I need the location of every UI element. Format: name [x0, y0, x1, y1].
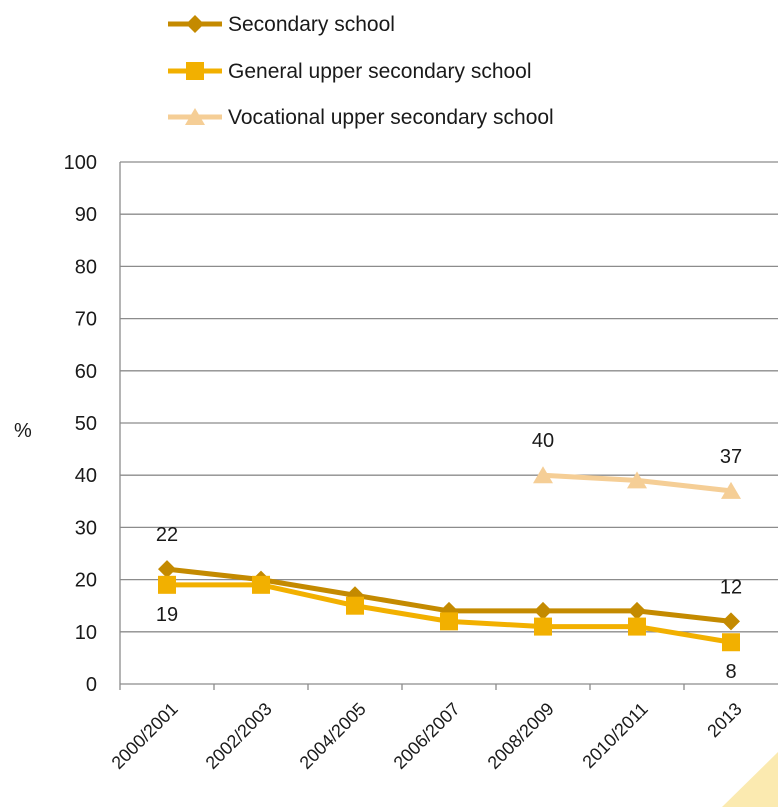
data-point-s0-0 [158, 560, 176, 579]
data-label-4: 40 [532, 430, 554, 452]
data-label-3: 8 [725, 661, 736, 683]
y-tick-label-10: 10 [75, 622, 97, 644]
data-point-s1-0 [158, 575, 176, 594]
legend-label-1: General upper secondary school [228, 60, 532, 83]
x-tick-label-4: 2008/2009 [484, 699, 558, 773]
y-tick-label-20: 20 [75, 570, 97, 592]
data-label-0: 22 [156, 524, 178, 546]
data-point-s0-5 [628, 601, 646, 620]
legend-label-2: Vocational upper secondary school [228, 106, 554, 129]
y-tick-label-100: 100 [64, 152, 97, 174]
data-point-s2-4 [533, 466, 553, 484]
y-tick-label-90: 90 [75, 204, 97, 226]
x-tick-label-0: 2000/2001 [108, 699, 182, 773]
data-point-s0-4 [534, 601, 552, 620]
legend-label-0: Secondary school [228, 13, 395, 36]
y-tick-label-80: 80 [75, 256, 97, 278]
y-tick-label-30: 30 [75, 517, 97, 539]
y-tick-label-50: 50 [75, 413, 97, 435]
data-point-s1-2 [346, 596, 364, 615]
data-point-s1-1 [252, 575, 270, 594]
y-tick-label-70: 70 [75, 309, 97, 331]
data-point-s1-6 [722, 633, 740, 652]
x-tick-label-3: 2006/2007 [390, 699, 464, 773]
data-point-s2-5 [627, 471, 647, 489]
legend-marker-0 [186, 15, 204, 33]
data-point-s1-3 [440, 612, 458, 631]
x-tick-label-2: 2004/2005 [296, 699, 370, 773]
y-axis-label: % [14, 420, 32, 442]
x-tick-label-5: 2010/2011 [578, 699, 651, 772]
data-label-1: 19 [156, 604, 178, 626]
legend-marker-1 [186, 62, 204, 80]
data-point-s2-6 [721, 481, 741, 499]
y-tick-label-0: 0 [86, 674, 97, 696]
y-tick-label-60: 60 [75, 361, 97, 383]
legend-marker-2 [185, 108, 205, 125]
data-label-2: 12 [720, 576, 742, 598]
data-label-5: 37 [720, 446, 742, 468]
x-tick-label-6: 2013 [703, 699, 745, 741]
data-point-s1-4 [534, 617, 552, 636]
corner-accent-shape [722, 752, 778, 807]
y-tick-label-40: 40 [75, 465, 97, 487]
data-point-s1-5 [628, 617, 646, 636]
x-tick-label-1: 2002/2003 [202, 699, 276, 773]
data-point-s0-6 [722, 612, 740, 631]
